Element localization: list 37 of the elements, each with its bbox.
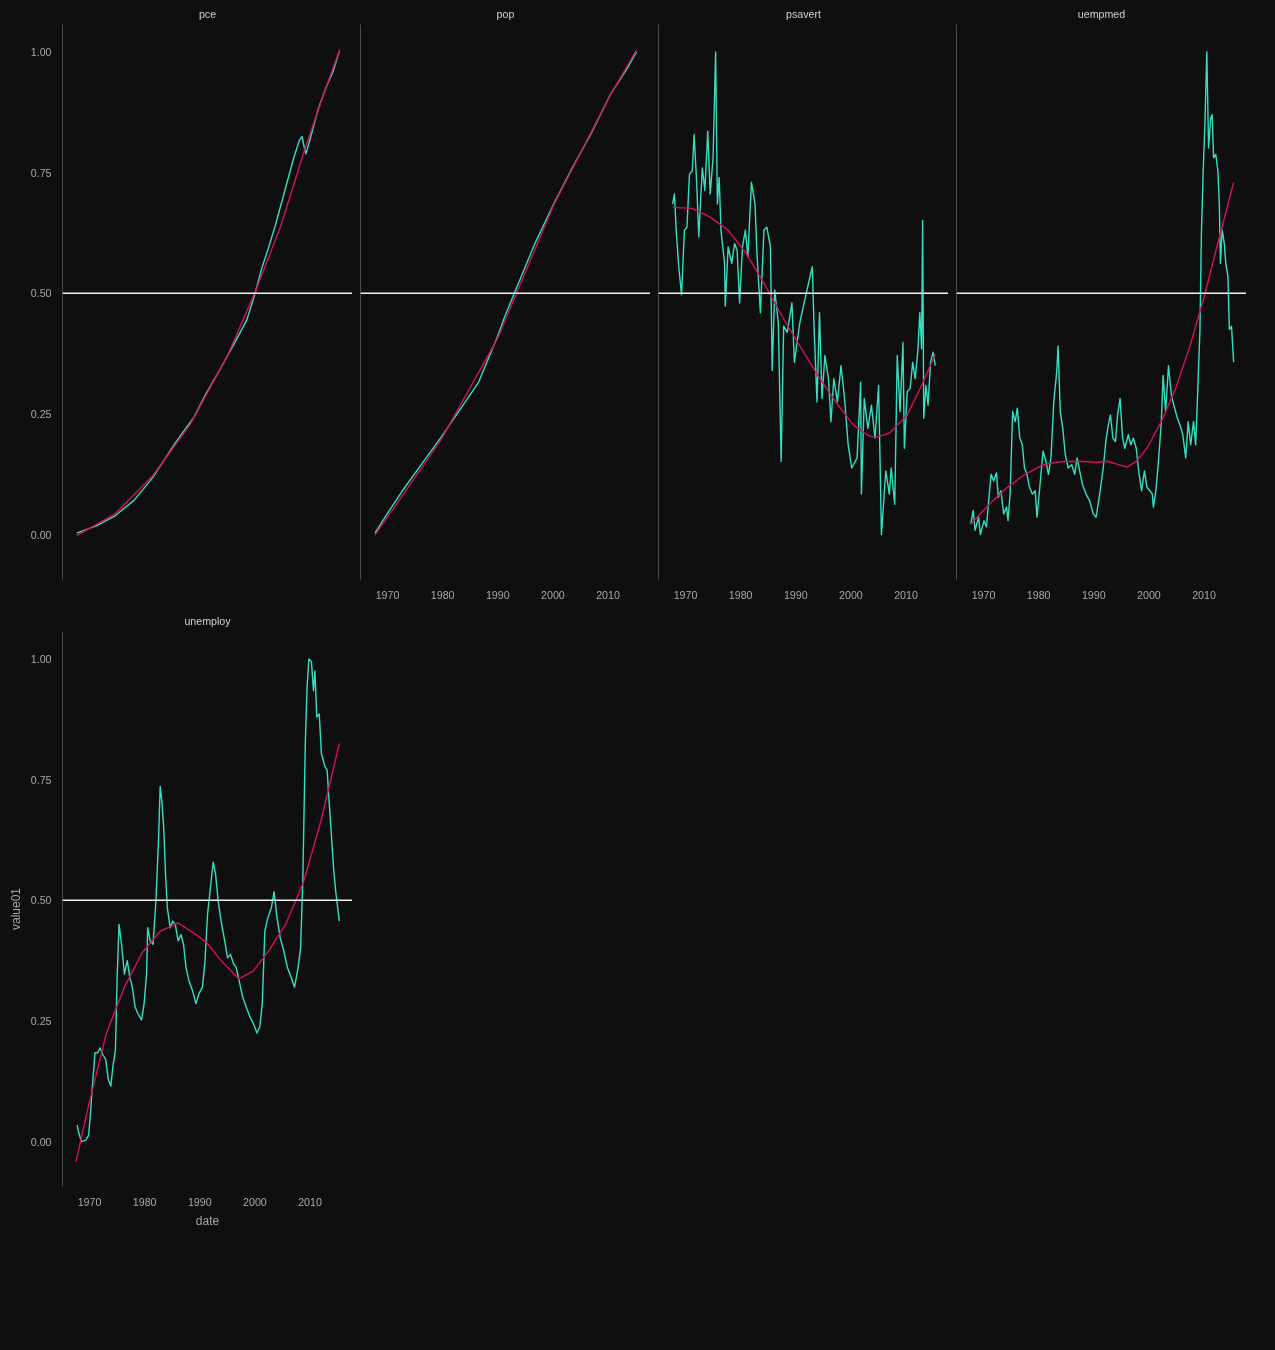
chart-title: unemploy — [184, 614, 232, 627]
x-axis-title: date — [195, 1213, 220, 1228]
x-tick-label: 1990 — [187, 1195, 212, 1208]
x-tick-label: 1990 — [485, 588, 510, 601]
x-tick-label: 2010 — [596, 588, 620, 601]
y-axis-title: value01 — [8, 887, 23, 931]
y-tick-label: 0.50 — [30, 894, 52, 907]
chart-title: uempmed — [1077, 7, 1126, 20]
x-tick-label: 1990 — [783, 588, 808, 601]
x-tick-label: 2010 — [894, 588, 918, 601]
x-tick-label: 1980 — [132, 1195, 157, 1208]
y-tick-label: 0.50 — [30, 287, 52, 300]
y-tick-label: 1.00 — [30, 653, 52, 666]
x-tick-label: 2010 — [298, 1195, 322, 1208]
y-tick-label: 0.25 — [30, 1014, 52, 1027]
x-tick-label: 1980 — [728, 588, 753, 601]
x-tick-label: 1980 — [1026, 588, 1051, 601]
x-tick-label: 1970 — [673, 588, 698, 601]
x-tick-label: 1990 — [1081, 588, 1106, 601]
x-tick-label: 1970 — [375, 588, 400, 601]
chart-title: pce — [198, 7, 217, 20]
x-tick-label: 2000 — [839, 588, 863, 601]
y-tick-label: 0.00 — [30, 1135, 52, 1148]
x-tick-label: 1980 — [430, 588, 455, 601]
y-tick-label: 0.00 — [30, 528, 52, 541]
x-tick-label: 2010 — [1192, 588, 1216, 601]
y-tick-label: 0.75 — [30, 166, 52, 179]
x-tick-label: 1970 — [77, 1195, 102, 1208]
x-tick-label: 2000 — [243, 1195, 267, 1208]
y-tick-label: 1.00 — [30, 46, 52, 59]
x-tick-label: 2000 — [1137, 588, 1161, 601]
x-tick-label: 1970 — [971, 588, 996, 601]
y-tick-label: 0.75 — [30, 773, 52, 786]
chart-title: psavert — [786, 7, 822, 20]
x-tick-label: 2000 — [541, 588, 565, 601]
y-tick-label: 0.25 — [30, 407, 52, 420]
chart-title: pop — [496, 7, 515, 20]
